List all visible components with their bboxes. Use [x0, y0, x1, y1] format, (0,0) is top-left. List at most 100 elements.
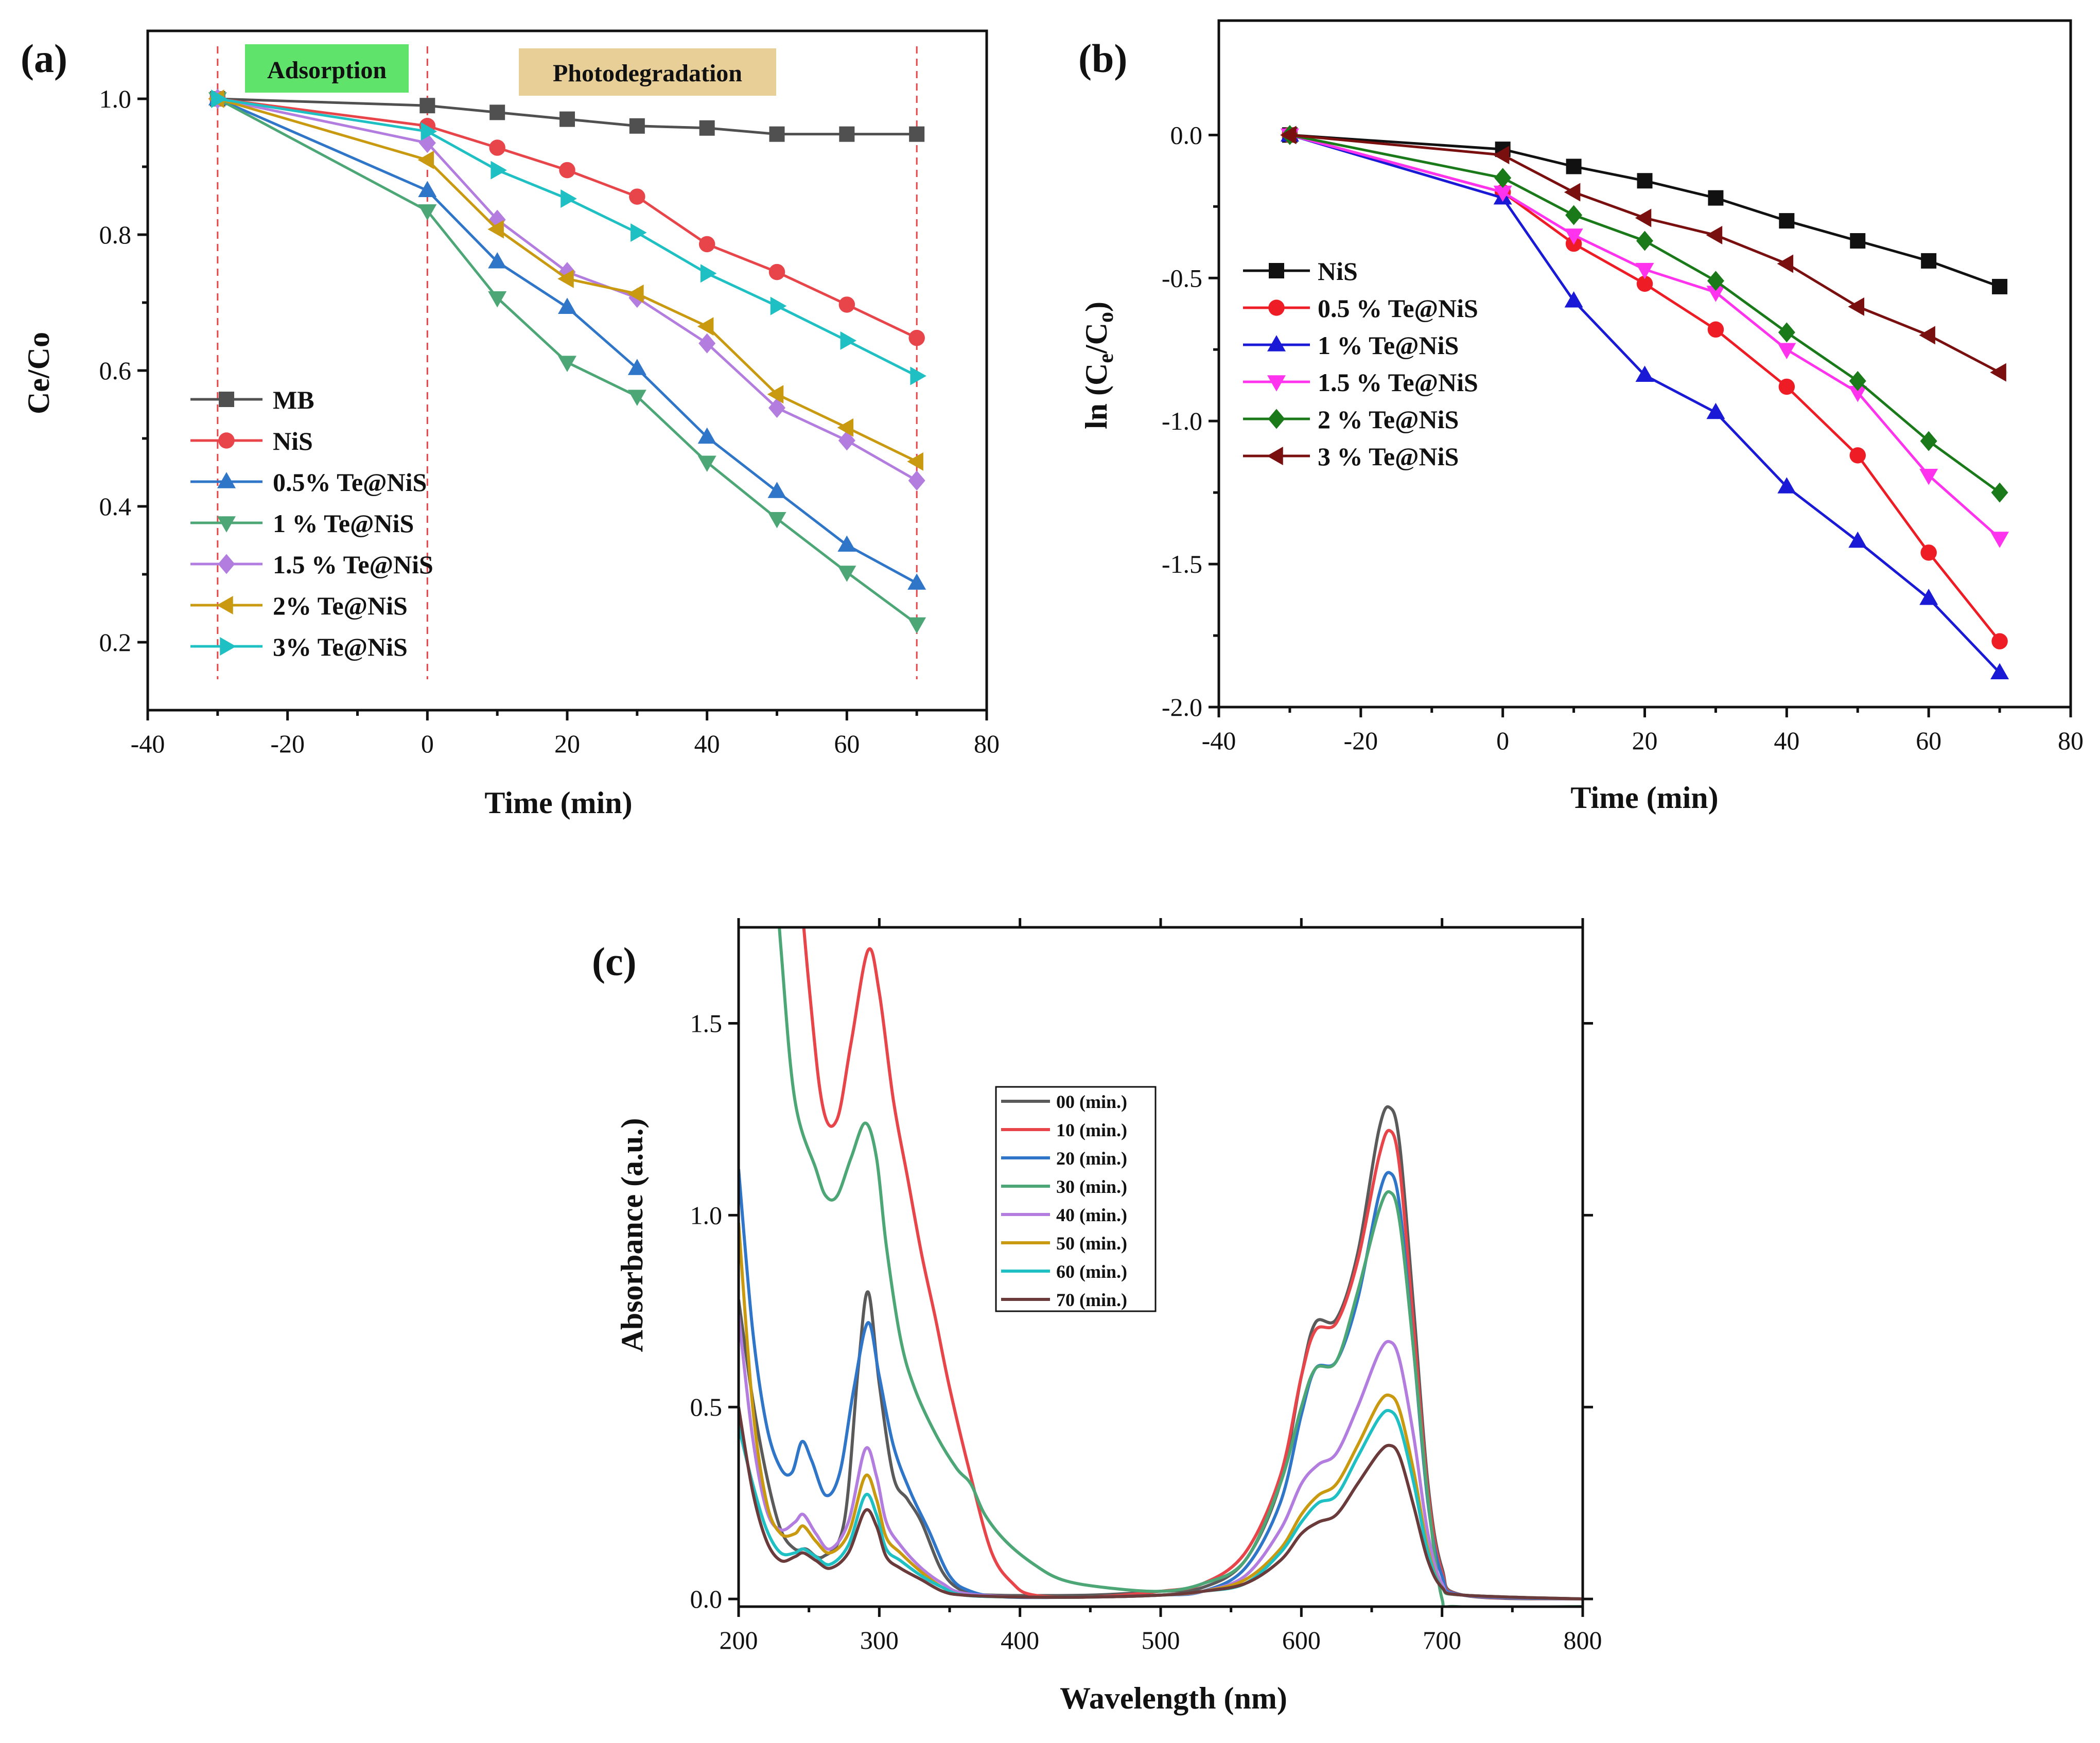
- data-point-3-te-nis: [561, 189, 577, 208]
- x-tick-label: -20: [1344, 726, 1378, 755]
- data-point-1-te-nis: [1777, 477, 1796, 494]
- data-point-1-te-nis: [837, 566, 856, 582]
- data-point-1-5-te-nis: [1493, 185, 1512, 202]
- data-point-0-5-te-nis: [627, 359, 646, 375]
- data-point-3-te-nis: [1919, 326, 1935, 345]
- panel-b: (b) -40 -20 0 20 40 60 80 -2.0 -1.5 -1.0 -0.5 0.0 N…: [1078, 19, 2084, 815]
- data-point-1-te-nis: [488, 291, 507, 308]
- legend-marker: [218, 432, 235, 449]
- legend-marker: [1267, 335, 1286, 351]
- data-point-nis: [698, 236, 715, 253]
- data-point-0-5-te-nis: [558, 297, 576, 314]
- adsorption-box: [245, 44, 409, 93]
- data-point-2-te-nis: [487, 220, 504, 239]
- x-tick-label: -40: [1202, 726, 1236, 755]
- data-point-nis: [559, 162, 575, 179]
- data-point-nis: [1708, 190, 1724, 206]
- data-point-0-5-te-nis: [837, 535, 856, 552]
- data-point-nis: [908, 329, 925, 346]
- data-point-1-te-nis: [418, 204, 437, 221]
- x-axis-label: Wavelength (nm): [1060, 1681, 1287, 1715]
- data-point-1-5-te-nis: [1848, 385, 1867, 402]
- data-point-3-te-nis: [840, 331, 857, 350]
- legend-label: 0.5% Te@NiS: [273, 468, 427, 497]
- legend-label: 3% Te@NiS: [273, 632, 408, 661]
- data-point-3-te-nis: [1564, 183, 1581, 202]
- data-point-1-5-te-nis: [698, 333, 716, 354]
- legend-marker: [218, 554, 235, 574]
- data-point-1-te-nis: [1990, 663, 2009, 680]
- x-tick-label: 500: [1142, 1626, 1180, 1654]
- data-point-mb: [489, 104, 505, 120]
- adsorption-label: Adsorption: [267, 57, 387, 84]
- panel-a-label: (a): [21, 36, 67, 81]
- x-tick-label: 60: [1916, 726, 1941, 755]
- data-point-2-te-nis: [557, 269, 574, 288]
- data-point-nis: [489, 139, 505, 156]
- y-tick-label: 1.0: [99, 84, 132, 113]
- data-point-2-te-nis: [1636, 231, 1653, 251]
- legend-marker: [217, 472, 236, 488]
- legend-marker: [1269, 263, 1284, 278]
- x-tick-label: 60: [834, 729, 860, 758]
- data-point-nis: [838, 296, 855, 313]
- data-point-1-5-te-nis: [1564, 228, 1583, 245]
- legend-label: 20 (min.): [1056, 1148, 1127, 1169]
- x-tick-label: 0: [1496, 726, 1509, 755]
- x-tick-label: 80: [2058, 726, 2084, 755]
- y-tick-label: -1.0: [1162, 407, 1202, 435]
- legend-label: 50 (min.): [1056, 1233, 1127, 1254]
- data-point-3-te-nis: [1280, 126, 1297, 145]
- data-point-1-5-te-nis: [1919, 469, 1938, 485]
- data-point-1-te-nis: [1919, 589, 1938, 605]
- legend-marker: [1268, 300, 1285, 316]
- x-tick-label: 20: [554, 729, 580, 758]
- x-tick-label: 800: [1564, 1626, 1602, 1654]
- data-point-3-te-nis: [421, 122, 437, 141]
- legend-label: 0.5 % Te@NiS: [1318, 294, 1478, 323]
- panel-b-label: (b): [1078, 36, 1127, 81]
- legend-label: NiS: [1318, 257, 1358, 286]
- data-point-1-te-nis: [697, 455, 716, 472]
- data-point-mb: [699, 120, 715, 136]
- data-point-3-te-nis: [910, 366, 926, 385]
- x-tick-label: 40: [1774, 726, 1799, 755]
- data-point-1-te-nis: [767, 512, 786, 529]
- legend-label: 2% Te@NiS: [273, 591, 408, 620]
- data-point-2-te-nis: [1565, 205, 1583, 225]
- panel-c: (c) 200 300 400 500 600 700 800 0.0 0.5 1.0 1.5 00…: [592, 918, 1602, 1715]
- legend-label: 30 (min.): [1056, 1176, 1127, 1197]
- y-tick-label: -1.5: [1162, 550, 1202, 578]
- legend-marker: [1267, 375, 1286, 392]
- data-point-2-te-nis: [417, 150, 434, 169]
- data-point-nis: [1779, 213, 1795, 229]
- data-point-0-5-te-nis: [767, 482, 786, 498]
- data-point-3-te-nis: [700, 264, 717, 283]
- data-point-0-5-te-nis: [1707, 321, 1724, 338]
- spectrum-10-min: [802, 927, 1583, 1601]
- data-point-nis: [1992, 278, 2008, 294]
- data-point-2-te-nis: [767, 385, 784, 404]
- legend-box: [995, 1086, 1157, 1312]
- data-point-nis: [1566, 159, 1582, 174]
- data-point-nis: [768, 263, 785, 280]
- x-tick-label: 300: [860, 1626, 899, 1654]
- data-point-1-te-nis: [1635, 365, 1654, 382]
- data-point-0-5-te-nis: [1849, 447, 1866, 464]
- data-point-1-5-te-nis: [908, 470, 925, 491]
- data-point-2-te-nis: [1707, 271, 1724, 291]
- y-tick-label: 0.4: [99, 492, 132, 521]
- y-tick-label: 0.8: [99, 220, 132, 249]
- data-point-mb: [909, 126, 925, 142]
- data-point-1-5-te-nis: [1777, 343, 1796, 359]
- legend-marker: [220, 637, 236, 656]
- y-tick-label: 1.0: [690, 1201, 723, 1229]
- data-point-mb: [839, 126, 855, 142]
- y-tick-label: 0.0: [1170, 120, 1203, 149]
- data-point-1-te-nis: [1706, 402, 1725, 419]
- data-point-1-te-nis: [907, 617, 926, 634]
- legend-label: NiS: [273, 427, 313, 455]
- panel-a: (a) -40 -20 0 20 40 60 80 0.2 0.4 0.6 0.8 1.0 Adsor…: [21, 29, 1000, 820]
- y-axis-label: ln (Ce/Co): [1079, 302, 1118, 429]
- y-tick-label: 0.6: [99, 356, 132, 385]
